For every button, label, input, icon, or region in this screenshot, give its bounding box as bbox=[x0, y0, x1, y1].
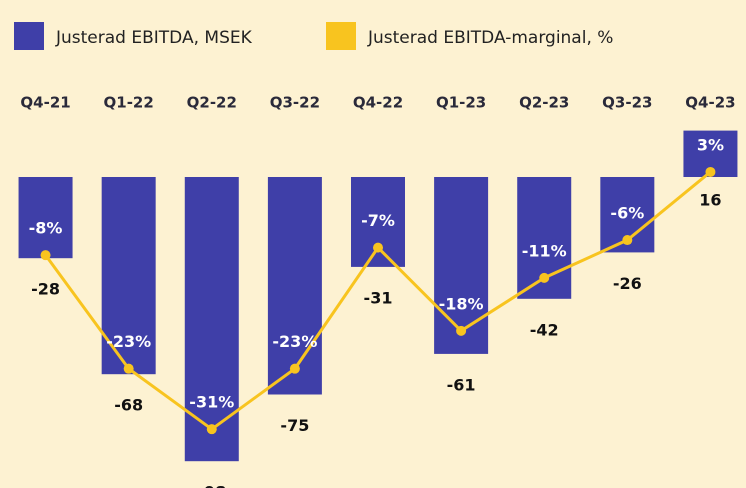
bar-value-label: -28 bbox=[31, 280, 60, 299]
bar-value-label: -61 bbox=[447, 375, 476, 394]
line-point bbox=[373, 242, 383, 253]
bar-value-label: -98 bbox=[197, 483, 226, 488]
line-value-label: -31% bbox=[189, 393, 234, 412]
legend-label: Justerad EBITDA, MSEK bbox=[55, 28, 253, 48]
bar-value-label: -68 bbox=[114, 396, 143, 415]
line-point bbox=[123, 363, 134, 374]
bar-value-label: -26 bbox=[613, 274, 642, 293]
bar-value-label: -75 bbox=[280, 416, 309, 435]
line-point bbox=[289, 363, 300, 374]
legend-swatch bbox=[14, 22, 44, 50]
bar bbox=[18, 177, 73, 259]
line-value-label: -11% bbox=[522, 241, 567, 260]
line-value-label: -7% bbox=[361, 211, 395, 230]
line-value-label: -18% bbox=[439, 294, 484, 313]
bar bbox=[184, 177, 239, 462]
line-value-label: -23% bbox=[272, 332, 317, 351]
bar bbox=[267, 177, 322, 395]
x-tick-label: Q4-21 bbox=[20, 94, 70, 112]
bar-value-label: -42 bbox=[530, 320, 559, 339]
x-tick-label: Q1-22 bbox=[104, 94, 154, 112]
line-point bbox=[206, 424, 217, 435]
line-value-label: -23% bbox=[106, 332, 151, 351]
x-tick-label: Q2-23 bbox=[519, 94, 569, 112]
bar-value-label: -31 bbox=[364, 288, 393, 307]
bar-value-label: 16 bbox=[699, 191, 721, 210]
line-point bbox=[456, 325, 467, 336]
line-point bbox=[539, 272, 550, 283]
line-value-label: -8% bbox=[29, 219, 63, 238]
bar bbox=[101, 177, 156, 375]
x-tick-label: Q4-22 bbox=[353, 94, 403, 112]
legend-swatch bbox=[326, 22, 356, 50]
x-tick-label: Q3-23 bbox=[602, 94, 652, 112]
bar bbox=[434, 177, 489, 354]
line-value-label: 3% bbox=[697, 135, 724, 154]
x-tick-label: Q1-23 bbox=[436, 94, 486, 112]
line-value-label: -6% bbox=[610, 204, 644, 223]
line-point bbox=[705, 166, 716, 177]
x-tick-label: Q2-22 bbox=[187, 94, 237, 112]
line-point bbox=[40, 250, 51, 261]
line-point bbox=[622, 235, 633, 246]
x-tick-label: Q3-22 bbox=[270, 94, 320, 112]
x-tick-label: Q4-23 bbox=[685, 94, 735, 112]
legend-label: Justerad EBITDA-marginal, % bbox=[367, 28, 613, 48]
